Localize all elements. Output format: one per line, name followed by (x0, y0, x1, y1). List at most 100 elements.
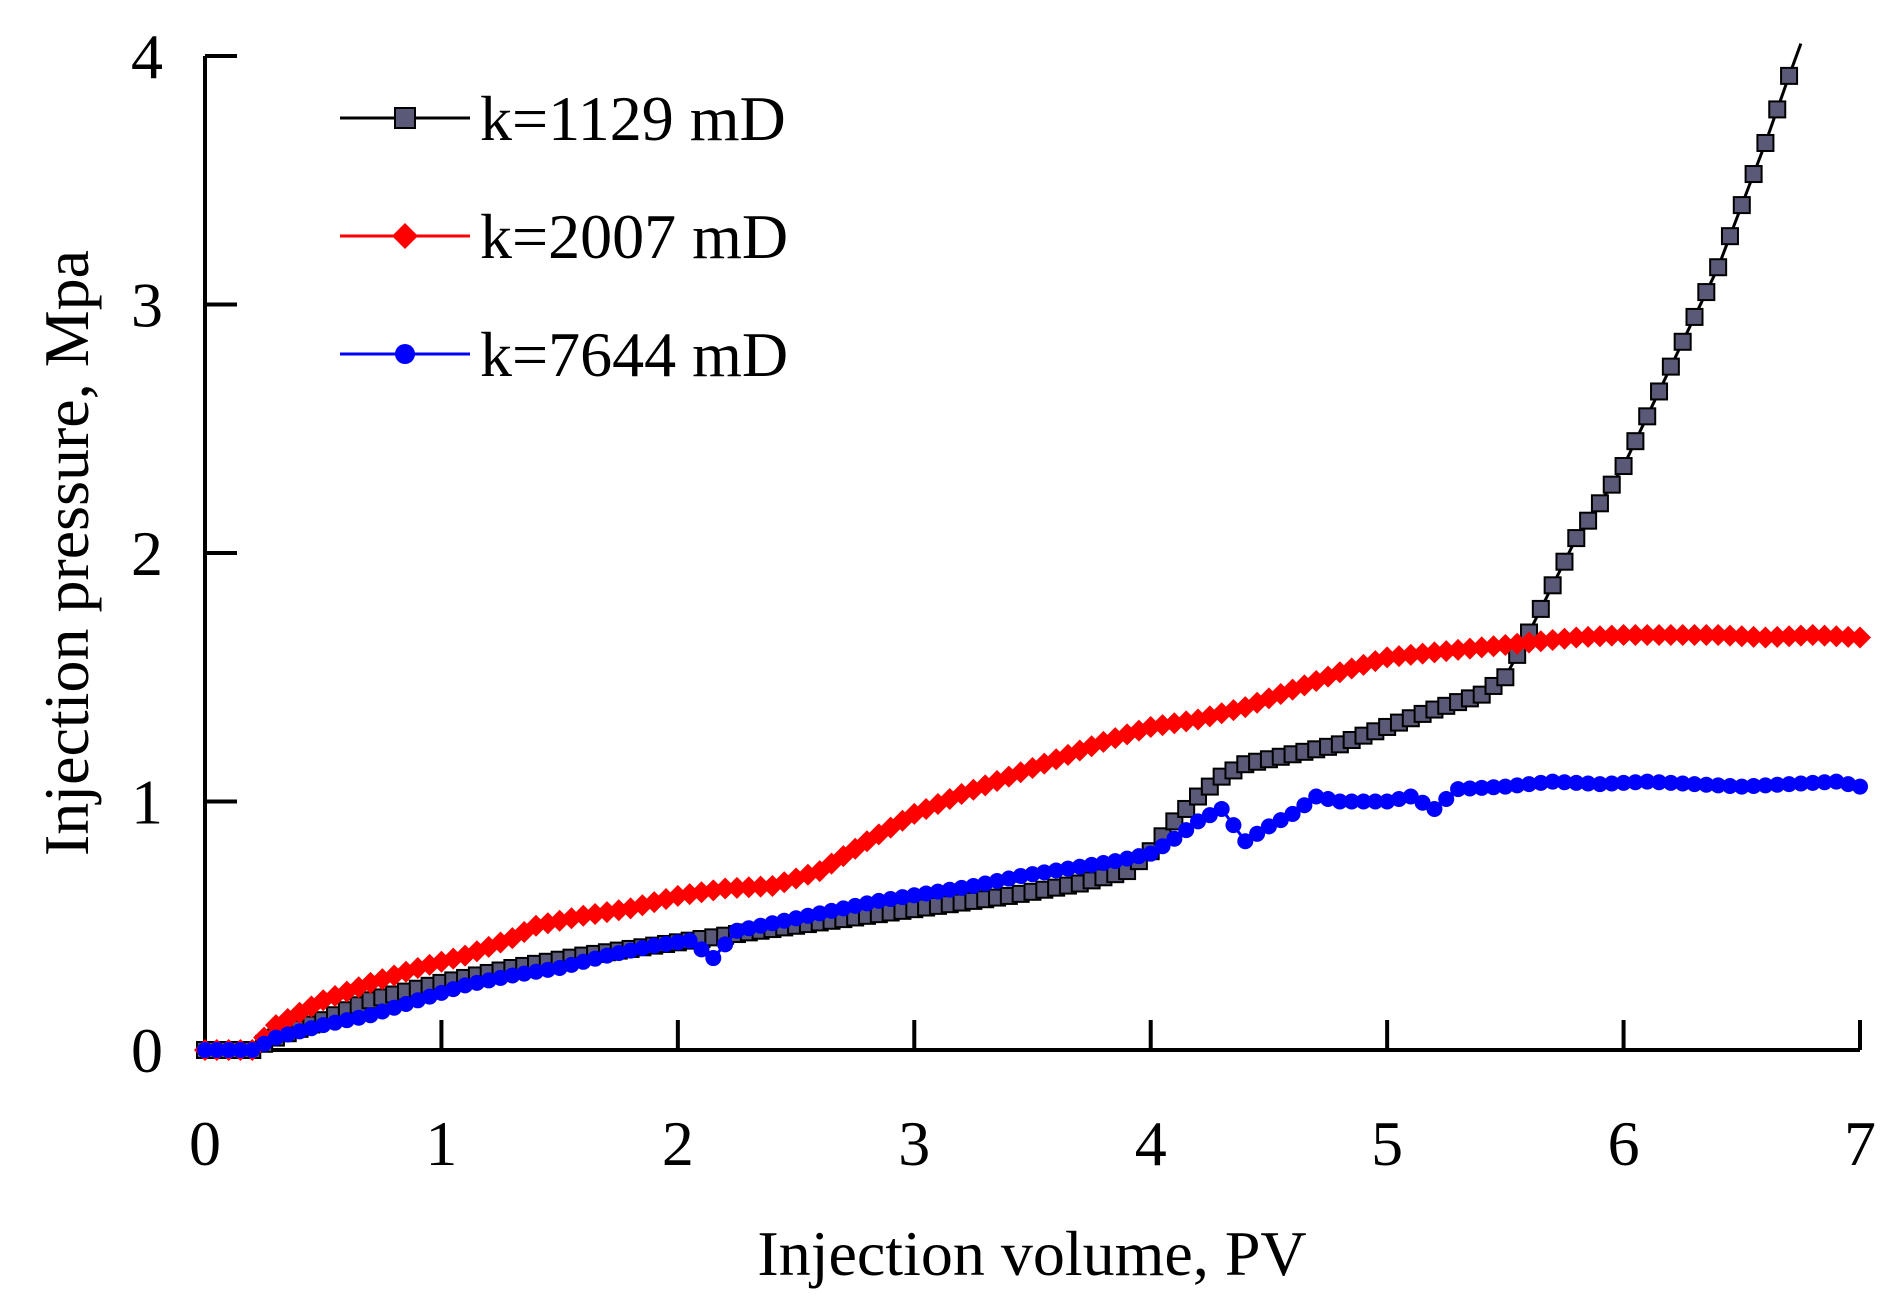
data-point-circle (953, 879, 970, 896)
x-tick-label: 2 (662, 1108, 694, 1179)
legend-item: k=7644 mD (340, 319, 788, 390)
data-point-square (1673, 332, 1692, 351)
data-point-circle (220, 1042, 237, 1058)
data-point-circle (918, 885, 935, 902)
data-point-circle (1568, 774, 1585, 791)
data-point-circle (1461, 780, 1478, 797)
data-point-circle (1686, 776, 1703, 793)
data-point-circle (1721, 777, 1738, 794)
data-point-circle (1485, 779, 1502, 796)
data-point-square (1496, 668, 1515, 687)
x-tick-label: 6 (1608, 1108, 1640, 1179)
data-point-circle (395, 344, 415, 364)
data-point-circle (646, 937, 663, 954)
data-point-circle (1272, 812, 1289, 829)
data-point-circle (1544, 773, 1561, 790)
series-square (196, 43, 1803, 1059)
data-point-diamond (1789, 624, 1812, 647)
data-point-circle (1414, 794, 1431, 811)
y-tick-label: 0 (131, 1015, 163, 1086)
data-point-circle (1745, 777, 1762, 794)
data-point-circle (1355, 793, 1372, 810)
data-point-diamond (1754, 626, 1777, 649)
y-tick-label: 2 (131, 518, 163, 589)
data-point-circle (208, 1042, 225, 1058)
data-point-circle (1639, 773, 1656, 790)
data-point-circle (669, 934, 686, 951)
data-point-circle (1521, 776, 1537, 793)
x-ticks: 0 1 2 3 4 5 6 7 (189, 1020, 1876, 1179)
data-point-circle (256, 1035, 273, 1052)
data-point-diamond (1683, 624, 1706, 647)
data-point-circle (1674, 775, 1691, 792)
y-tick-label: 1 (131, 767, 163, 838)
data-point-diamond (1577, 625, 1600, 648)
data-point-circle (232, 1042, 249, 1058)
data-point-square (1579, 511, 1598, 530)
data-point-circle (1296, 797, 1313, 814)
data-point-square (1638, 407, 1657, 426)
y-tick-label: 3 (131, 270, 163, 341)
x-tick-label: 5 (1371, 1108, 1403, 1179)
data-point-square (1732, 196, 1751, 215)
data-point-circle (528, 963, 544, 980)
data-point-circle (1166, 830, 1183, 847)
series-circle (197, 773, 1868, 1058)
data-point-square (1531, 599, 1550, 618)
y-tick-label: 4 (131, 21, 163, 92)
data-point-square (1567, 529, 1586, 548)
data-point-circle (1532, 774, 1549, 791)
data-point-diamond (1837, 625, 1860, 648)
data-point-circle (1804, 774, 1821, 791)
data-point-diamond (1742, 625, 1765, 648)
data-point-circle (1059, 860, 1076, 877)
data-point-square (1543, 576, 1562, 595)
data-point-circle (906, 887, 923, 904)
data-point-diamond (392, 223, 418, 249)
data-point-square (1685, 307, 1704, 326)
data-point-square (1697, 283, 1716, 302)
series-layer (194, 43, 1871, 1061)
data-point-circle (681, 932, 698, 949)
data-point-circle (1331, 793, 1348, 810)
data-point-square (1756, 133, 1775, 152)
data-point-circle (1651, 774, 1668, 791)
data-point-circle (1757, 777, 1774, 794)
data-point-diamond (1718, 624, 1741, 647)
data-point-circle (1816, 774, 1833, 791)
data-point-circle (197, 1042, 213, 1058)
data-point-circle (1343, 793, 1360, 810)
data-point-diamond (1565, 626, 1588, 649)
data-point-circle (1615, 774, 1632, 791)
data-point-circle (1402, 788, 1419, 805)
data-point-square (1768, 100, 1787, 119)
data-point-circle (244, 1042, 261, 1058)
data-point-circle (882, 891, 899, 908)
data-point-square (1709, 258, 1728, 277)
data-point-diamond (1636, 624, 1659, 647)
data-point-diamond (1801, 624, 1824, 647)
x-axis-title: Injection volume, PV (757, 1218, 1306, 1289)
data-point-circle (1450, 781, 1467, 798)
data-point-diamond (749, 875, 772, 898)
y-axis-title: Injection pressure, Mpa (31, 250, 102, 856)
data-point-diamond (1659, 624, 1682, 647)
x-tick-label: 1 (425, 1108, 457, 1179)
data-point-circle (1036, 864, 1053, 881)
data-point-circle (1071, 858, 1088, 875)
data-point-circle (1178, 822, 1195, 839)
data-point-circle (693, 941, 710, 958)
x-tick-label: 3 (898, 1108, 930, 1179)
data-point-circle (1201, 807, 1218, 824)
data-point-diamond (1671, 624, 1694, 647)
data-point-square (1661, 357, 1680, 376)
data-point-circle (1662, 774, 1679, 791)
data-point-circle (1142, 845, 1159, 862)
data-point-circle (658, 935, 675, 952)
data-point-square (1780, 66, 1799, 85)
data-point-circle (1095, 855, 1112, 872)
x-tick-label: 7 (1844, 1108, 1876, 1179)
data-point-circle (1249, 825, 1266, 842)
x-tick-label: 4 (1135, 1108, 1167, 1179)
data-point-square (394, 107, 416, 129)
